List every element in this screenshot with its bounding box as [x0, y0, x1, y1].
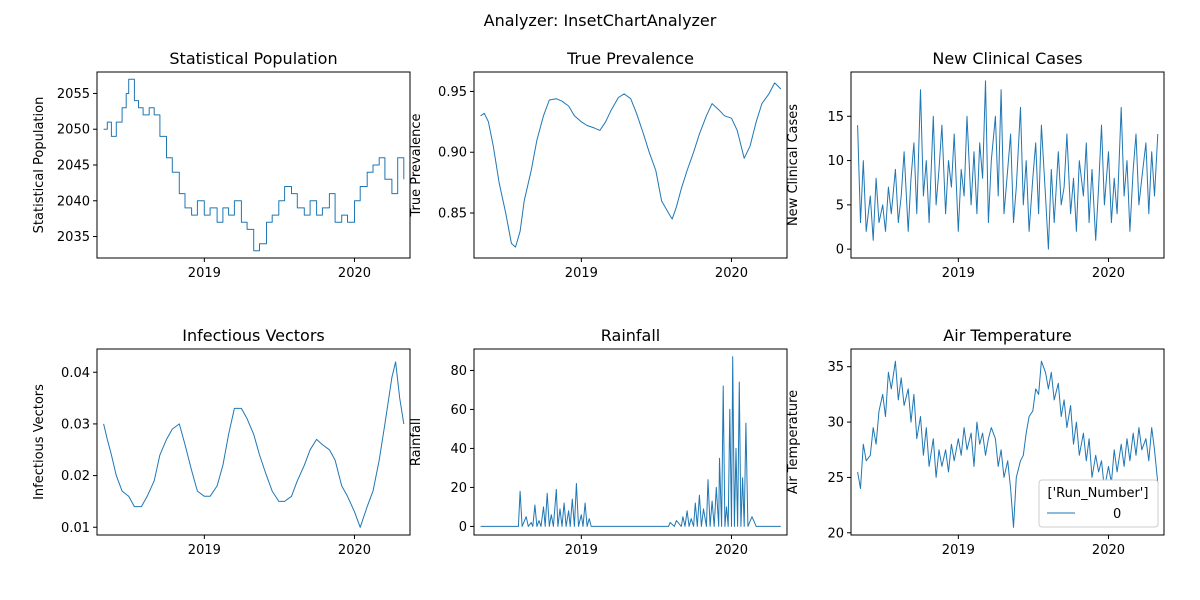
infectious-vectors-y-tick-label: 0.02: [61, 469, 90, 484]
rainfall-y-tick-label: 40: [450, 442, 467, 457]
rainfall-x-tick-label: 2019: [565, 543, 598, 558]
air-temperature-axes-frame: [850, 348, 1165, 536]
infectious-vectors-y-tick-label: 0.01: [61, 521, 90, 536]
air-temperature-y-axis-label: Air Temperature: [786, 390, 801, 494]
new-clinical-cases-x-tick-label: 2020: [1092, 266, 1125, 281]
infectious-vectors-y-tick-label: 0.03: [61, 417, 90, 432]
panels: Statistical Population Statistical Popula…: [32, 49, 1165, 558]
true-prevalence-title: True Prevalence: [566, 49, 694, 68]
infectious-vectors-series-line: [103, 361, 405, 528]
legend-entry-label: 0: [1113, 507, 1121, 522]
new-clinical-cases-y-tick-label: 0: [836, 243, 844, 258]
legend: ['Run_Number'] 0: [1038, 479, 1159, 528]
figure-suptitle: Analyzer: InsetChartAnalyzer: [484, 11, 717, 30]
new-clinical-cases-y-tick-label: 15: [827, 110, 844, 125]
true-prevalence-panel: True Prevalence True Prevalence 0.85 0.90 0.…: [409, 49, 788, 281]
infectious-vectors-x-tick-label: 2020: [338, 543, 371, 558]
new-clinical-cases-y-axis-label: New Clinical Cases: [786, 104, 801, 226]
rainfall-y-tick-label: 80: [450, 364, 467, 379]
true-prevalence-series-line: [480, 82, 782, 248]
air-temperature-panel: Air Temperature Air Temperature 20 25 30 35 20…: [786, 326, 1165, 558]
true-prevalence-y-axis-label: True Prevalence: [409, 113, 424, 217]
new-clinical-cases-title: New Clinical Cases: [932, 49, 1082, 68]
rainfall-y-tick-label: 20: [450, 481, 467, 496]
true-prevalence-x-tick-label: 2020: [715, 266, 748, 281]
new-clinical-cases-x-tick-label: 2019: [942, 266, 975, 281]
new-clinical-cases-y-tick-label: 10: [827, 154, 844, 169]
new-clinical-cases-panel: New Clinical Cases New Clinical Cases 0 5 10…: [786, 49, 1165, 281]
air-temperature-series-line: [857, 360, 1159, 528]
statistical-population-title: Statistical Population: [169, 49, 337, 68]
statistical-population-panel: Statistical Population Statistical Popula…: [32, 49, 411, 281]
infectious-vectors-y-axis-label: Infectious Vectors: [32, 384, 47, 500]
statistical-population-y-axis-label: Statistical Population: [32, 97, 47, 234]
air-temperature-x-tick-label: 2020: [1092, 543, 1125, 558]
infectious-vectors-title: Infectious Vectors: [182, 326, 325, 345]
new-clinical-cases-y-tick-label: 5: [836, 198, 844, 213]
true-prevalence-y-tick-label: 0.90: [438, 146, 467, 161]
statistical-population-x-tick-label: 2019: [188, 266, 221, 281]
true-prevalence-y-tick-label: 0.85: [438, 207, 467, 222]
true-prevalence-y-tick-label: 0.95: [438, 85, 467, 100]
rainfall-axes-frame: [473, 348, 788, 536]
legend-frame: [1038, 479, 1159, 528]
infectious-vectors-axes-frame: [96, 348, 411, 536]
statistical-population-series-line: [103, 78, 405, 252]
rainfall-y-tick-label: 0: [459, 520, 467, 535]
true-prevalence-axes-frame: [473, 71, 788, 259]
rainfall-series-line: [480, 356, 781, 527]
statistical-population-y-tick-label: 2040: [57, 194, 90, 209]
air-temperature-x-tick-label: 2019: [942, 543, 975, 558]
statistical-population-y-tick-label: 2050: [57, 123, 90, 138]
new-clinical-cases-series-line: [857, 80, 1159, 250]
air-temperature-y-tick-label: 20: [827, 526, 844, 541]
infectious-vectors-panel: Infectious Vectors Infectious Vectors 0.01…: [32, 326, 411, 558]
air-temperature-y-tick-label: 30: [827, 416, 844, 431]
rainfall-title: Rainfall: [601, 326, 660, 345]
legend-title: ['Run_Number']: [1048, 486, 1149, 501]
statistical-population-y-tick-label: 2045: [57, 159, 90, 174]
infectious-vectors-x-tick-label: 2019: [188, 543, 221, 558]
rainfall-y-axis-label: Rainfall: [409, 418, 424, 466]
rainfall-panel: Rainfall Rainfall 0 20 40 60 80 2019 2020: [409, 326, 788, 558]
statistical-population-x-tick-label: 2020: [338, 266, 371, 281]
rainfall-x-tick-label: 2020: [715, 543, 748, 558]
rainfall-y-tick-label: 60: [450, 403, 467, 418]
statistical-population-y-tick-label: 2035: [57, 230, 90, 245]
new-clinical-cases-axes-frame: [850, 71, 1165, 259]
air-temperature-y-tick-label: 25: [827, 471, 844, 486]
true-prevalence-x-tick-label: 2019: [565, 266, 598, 281]
infectious-vectors-y-tick-label: 0.04: [61, 366, 90, 381]
air-temperature-y-tick-label: 35: [827, 360, 844, 375]
air-temperature-title: Air Temperature: [943, 326, 1071, 345]
statistical-population-y-tick-label: 2055: [57, 87, 90, 102]
